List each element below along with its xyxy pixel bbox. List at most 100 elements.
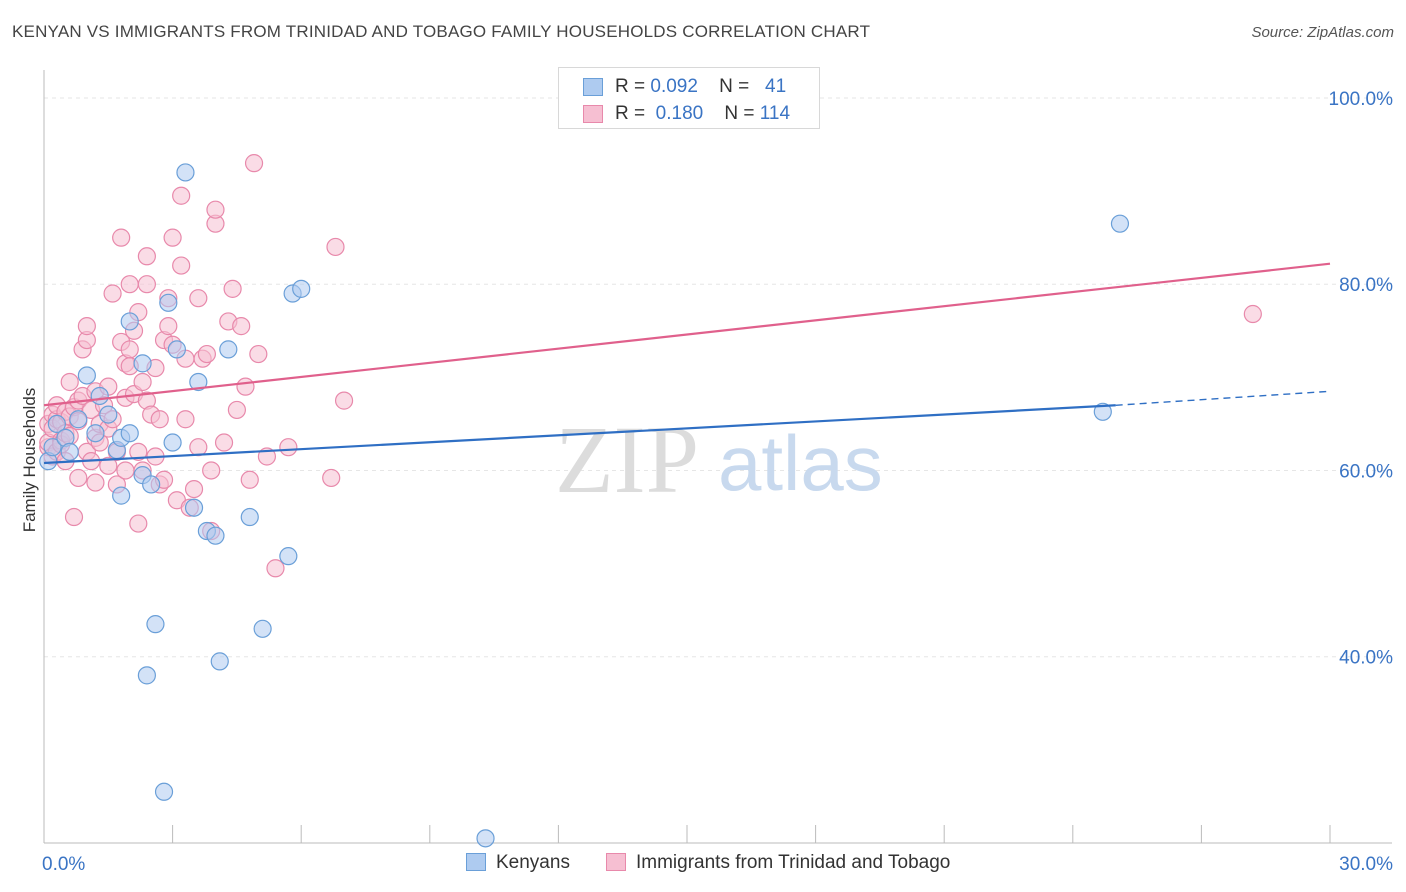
kenyan-point [167, 340, 186, 359]
legend-r-label: R = [615, 76, 646, 97]
source-credit: Source: ZipAtlas.com [1251, 24, 1394, 41]
kenyan-point [120, 424, 139, 443]
kenyan-point [133, 354, 152, 373]
tt-point [103, 284, 122, 303]
y-tick-label: 100.0% [1329, 89, 1394, 110]
tt-point [129, 442, 148, 461]
tt-point [232, 317, 251, 336]
tt-point [214, 433, 234, 452]
x-tick-label: 30.0% [1339, 854, 1393, 875]
tt-point [227, 400, 246, 420]
kenyan-point [163, 433, 182, 452]
legend-n-label: N = [724, 103, 755, 124]
y-tick-label: 40.0% [1339, 648, 1393, 669]
tt-point [172, 256, 191, 275]
tt-point [150, 410, 169, 429]
tt-point [163, 228, 182, 247]
series-kenyan-points [39, 163, 1130, 848]
kenyan-point [206, 526, 225, 545]
kenyan-point [112, 486, 131, 505]
x-tick-label: 0.0% [42, 854, 85, 875]
legend-r-label: R = [615, 103, 646, 124]
legend-r-value: 0.092 [650, 76, 698, 97]
tt-point [112, 228, 131, 247]
tt-point [129, 514, 148, 533]
tt-point [202, 461, 221, 480]
kenyan-point [137, 666, 156, 685]
kenyan-point [86, 424, 105, 443]
tt-point [137, 247, 156, 266]
tt-point [99, 456, 118, 475]
tt-point [266, 559, 285, 578]
bottom-swatch-kenyans [466, 853, 486, 871]
tt-point [322, 468, 341, 488]
bottom-legend-kenyans-label: Kenyans [496, 852, 570, 873]
kenyan-point [240, 507, 259, 527]
tt-point [176, 410, 195, 429]
tt-point [326, 237, 345, 257]
kenyan-point [1110, 214, 1130, 233]
tt-point [60, 372, 79, 392]
kenyan-point [90, 386, 109, 406]
kenyan-point [142, 475, 161, 494]
legend-n-label: N = [719, 76, 750, 97]
legend-n-value: 41 [765, 76, 787, 97]
trend-lines [43, 262, 1331, 465]
watermark-zip: ZIP [555, 406, 699, 513]
series-tt-points [39, 154, 1262, 578]
legend-r-value: 0.180 [655, 103, 704, 124]
kenyan-point [69, 410, 88, 429]
tt-point [120, 275, 139, 294]
tt-point [159, 317, 178, 336]
y-tick-label: 60.0% [1339, 461, 1393, 482]
bottom-legend-tt-label: Immigrants from Trinidad and Tobago [636, 852, 951, 873]
tt-point [334, 391, 354, 410]
tt-point [244, 154, 264, 173]
kenyan-point [159, 293, 178, 312]
tt-point [189, 438, 208, 457]
kenyan-point [176, 163, 195, 182]
grid-lines [44, 97, 1392, 658]
kenyan-point [47, 414, 66, 434]
correlation-legend: R = 0.092 N = 41 R = 0.180 N = 114 [558, 67, 820, 129]
tt-point [69, 468, 88, 488]
tt-point [120, 340, 139, 359]
kenyan-point [146, 615, 165, 634]
kenyan-point [189, 372, 208, 392]
y-tick-label: 80.0% [1339, 275, 1393, 296]
tt-point [236, 377, 255, 396]
kenyan-trend-line [43, 404, 1116, 465]
tt-point [172, 186, 191, 205]
bottom-legend-tt: Immigrants from Trinidad and Tobago [606, 852, 950, 874]
tt-point [206, 200, 225, 219]
tt-point [249, 344, 268, 364]
kenyan-point [60, 442, 79, 461]
kenyan-point [99, 405, 118, 424]
kenyan-point [43, 438, 62, 457]
kenyan-point [253, 619, 272, 638]
tt-point [86, 473, 105, 492]
kenyan-point [292, 279, 311, 298]
tt-point [133, 372, 152, 392]
kenyan-trend-extension [1115, 390, 1331, 406]
bottom-legend-kenyans: Kenyans [466, 852, 570, 874]
watermark: ZIP atlas [555, 406, 883, 513]
tt-point [189, 289, 208, 308]
kenyan-point [120, 312, 139, 331]
tt-point [116, 461, 135, 480]
kenyan-point [279, 547, 298, 566]
tt-point [223, 279, 242, 298]
tt-point [184, 479, 204, 499]
kenyan-point [476, 829, 495, 848]
tt-point [1243, 304, 1262, 324]
kenyan-point [154, 782, 174, 801]
legend-n-value: 114 [759, 103, 791, 124]
kenyan-point [1093, 402, 1112, 421]
tt-point [77, 317, 96, 336]
tt-point [197, 344, 216, 364]
watermark-atlas: atlas [718, 419, 883, 507]
kenyan-point [210, 652, 229, 671]
kenyan-point [219, 340, 238, 359]
legend-swatch-tt [583, 105, 603, 123]
